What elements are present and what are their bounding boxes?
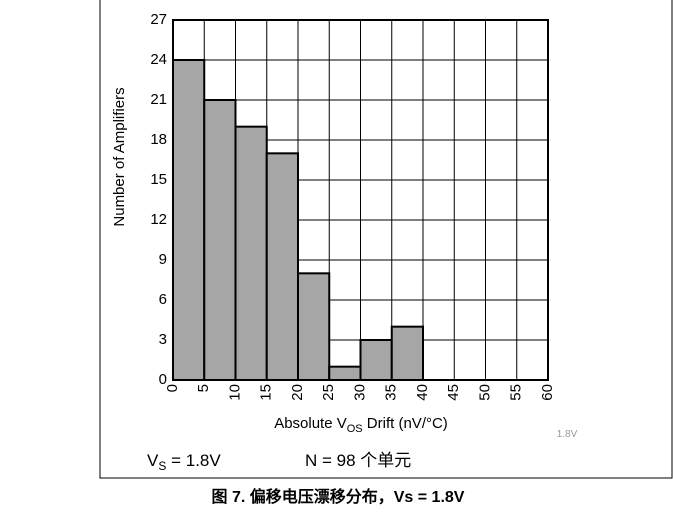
bar bbox=[297, 272, 331, 382]
bar bbox=[234, 125, 268, 381]
y-tick-label: 9 bbox=[159, 251, 167, 268]
y-tick-label: 21 bbox=[150, 91, 167, 108]
x-tick-label: 15 bbox=[258, 384, 275, 401]
bar bbox=[172, 59, 206, 381]
x-tick-label: 30 bbox=[351, 384, 368, 401]
x-tick-label: 35 bbox=[383, 384, 400, 401]
y-tick-label: 18 bbox=[150, 131, 167, 148]
plot-border bbox=[172, 19, 549, 381]
tag: 1.8V bbox=[557, 429, 578, 440]
x-tick-label: 20 bbox=[289, 384, 306, 401]
x-tick-label: 50 bbox=[476, 384, 493, 401]
x-tick-label: 55 bbox=[508, 384, 525, 401]
x-tick-label: 60 bbox=[539, 384, 556, 401]
y-axis-label: Number of Amplifiers bbox=[111, 87, 128, 226]
x-tick-label: 25 bbox=[320, 384, 337, 401]
bar bbox=[328, 365, 362, 381]
frame bbox=[99, 0, 673, 479]
y-tick-label: 24 bbox=[150, 51, 167, 68]
bar bbox=[359, 339, 393, 381]
x-tick-label: 10 bbox=[226, 384, 243, 401]
y-tick-label: 12 bbox=[150, 211, 167, 228]
bar bbox=[265, 152, 299, 381]
bar bbox=[203, 99, 237, 381]
bar bbox=[390, 325, 424, 381]
count-note: N = 98 个单元 bbox=[305, 451, 411, 470]
x-axis-label: Absolute VOS Drift (nV/°C) bbox=[274, 415, 448, 435]
supply-note: VS = 1.8V bbox=[147, 451, 221, 473]
y-tick-label: 0 bbox=[159, 371, 167, 388]
y-tick-label: 15 bbox=[150, 171, 167, 188]
x-tick-label: 45 bbox=[445, 384, 462, 401]
y-tick-label: 3 bbox=[159, 331, 167, 348]
y-tick-label: 27 bbox=[150, 11, 167, 28]
x-tick-label: 5 bbox=[195, 384, 212, 392]
y-tick-label: 6 bbox=[159, 291, 167, 308]
x-tick-label: 0 bbox=[164, 384, 181, 392]
x-tick-label: 40 bbox=[414, 384, 431, 401]
caption: 图 7. 偏移电压漂移分布，Vs = 1.8V bbox=[212, 487, 465, 506]
